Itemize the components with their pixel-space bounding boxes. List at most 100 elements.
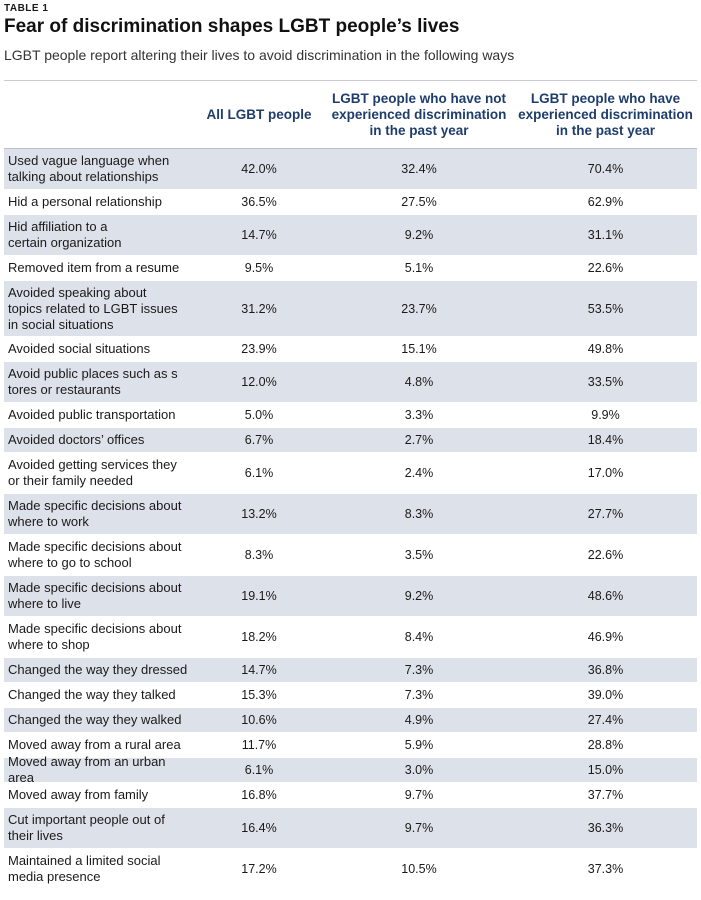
table-row: Made specific decisions about where to g… [4,535,697,576]
value-not-experienced: 9.7% [404,821,434,835]
value-all-lgbt: 17.2% [241,862,277,876]
value-experienced: 37.3% [587,862,624,876]
value-not-experienced: 2.4% [404,466,434,480]
table-row: Made specific decisions about where to l… [4,576,697,617]
table-row: Cut important people out of their lives 1… [4,808,697,849]
header-divider [4,148,697,149]
value-all-lgbt: 18.2% [241,630,277,644]
value-not-experienced: 9.2% [404,228,434,242]
value-experienced: 62.9% [587,195,624,209]
table-row: Moved away from a rural area 11.7% 5.9% 28.… [4,733,697,758]
table-row: Avoided public transportation 5.0% 3.3% 9.9… [4,403,697,428]
row-label: Changed the way they walked [8,712,182,727]
row-label: Avoided public transportation [8,407,176,422]
table-row: Made specific decisions about where to s… [4,617,697,658]
table-row: Changed the way they dressed 14.7% 7.3% 36.… [4,658,697,683]
row-label: Removed item from a resume [8,260,180,275]
table-row: Removed item from a resume 9.5% 5.1% 22.6% [4,256,697,281]
value-not-experienced: 2.7% [404,433,434,447]
value-all-lgbt: 10.6% [241,713,277,727]
value-all-lgbt: 14.7% [241,228,277,242]
row-label: Avoided doctors’ offices [8,432,145,447]
table-number-label: TABLE 1 [4,3,49,14]
value-all-lgbt: 12.0% [241,375,277,389]
table-row: Maintained a limited social media presen… [4,849,697,890]
table-row: Hid affiliation to a certain organizatio… [4,215,697,256]
table-row: Made specific decisions about where to w… [4,494,697,535]
table-row: Avoid public places such as s tores or r… [4,362,697,403]
row-label: Avoided getting services they or their f… [8,457,177,488]
value-all-lgbt: 5.0% [244,408,274,422]
row-label: Made specific decisions about where to w… [8,498,182,529]
value-all-lgbt: 6.7% [244,433,274,447]
value-experienced: 27.4% [587,713,624,727]
column-header-experienced: LGBT people who have experienced discrim… [518,91,693,138]
table-header: All LGBT people LGBT people who have not… [4,82,697,148]
value-all-lgbt: 16.4% [241,821,277,835]
value-all-lgbt: 11.7% [241,738,277,752]
table-body: Used vague language when talking about r… [4,149,697,890]
value-all-lgbt: 42.0% [241,162,277,176]
value-not-experienced: 3.3% [404,408,434,422]
table-title: Fear of discrimination shapes LGBT peopl… [4,16,460,37]
value-all-lgbt: 13.2% [241,507,277,521]
value-experienced: 49.8% [587,342,624,356]
row-label: Moved away from family [8,787,149,802]
value-all-lgbt: 8.3% [244,548,274,562]
table-subtitle: LGBT people report altering their lives … [4,47,515,63]
row-label: Made specific decisions about where to s… [8,621,182,652]
value-experienced: 18.4% [587,433,624,447]
value-all-lgbt: 19.1% [241,589,277,603]
value-not-experienced: 7.3% [404,663,434,677]
value-experienced: 48.6% [587,589,624,603]
value-all-lgbt: 14.7% [241,663,277,677]
value-not-experienced: 32.4% [401,162,437,176]
row-label: Moved away from an urban area [8,754,166,785]
value-not-experienced: 5.1% [404,261,434,275]
value-not-experienced: 5.9% [404,738,434,752]
value-all-lgbt: 9.5% [244,261,274,275]
row-label: Cut important people out of their lives [8,812,165,843]
value-experienced: 9.9% [591,408,620,422]
value-experienced: 31.1% [587,228,624,242]
value-all-lgbt: 23.9% [241,342,277,356]
column-header-not-experienced: LGBT people who have not experienced dis… [331,91,507,138]
value-experienced: 28.8% [587,738,624,752]
table-row: Used vague language when talking about r… [4,149,697,190]
value-experienced: 70.4% [587,162,624,176]
value-not-experienced: 3.0% [404,763,434,777]
value-all-lgbt: 6.1% [244,763,274,777]
value-experienced: 36.3% [587,821,624,835]
value-all-lgbt: 15.3% [241,688,277,702]
table-row: Moved away from an urban area 6.1% 3.0% 15.… [4,754,697,785]
value-not-experienced: 15.1% [401,342,437,356]
value-experienced: 22.6% [587,261,624,275]
row-label: Hid a personal relationship [8,194,162,209]
column-header-all-lgbt: All LGBT people [206,107,312,122]
table-row: Avoided social situations 23.9% 15.1% 49.8% [4,337,697,362]
value-not-experienced: 27.5% [401,195,437,209]
value-not-experienced: 23.7% [401,301,437,316]
table-row: Avoided doctors’ offices 6.7% 2.7% 18.4% [4,428,697,453]
value-not-experienced: 10.5% [401,862,437,876]
value-all-lgbt: 36.5% [241,195,277,209]
row-label: Made specific decisions about where to l… [8,580,182,611]
title-divider [4,80,697,81]
table-row: Moved away from family 16.8% 9.7% 37.7% [4,783,697,808]
value-all-lgbt: 31.2% [241,301,277,316]
table-row: Avoided speaking about topics related to… [4,281,697,337]
value-all-lgbt: 16.8% [241,788,277,802]
value-experienced: 53.5% [587,301,624,316]
value-experienced: 37.7% [587,788,624,802]
value-experienced: 46.9% [587,630,624,644]
value-not-experienced: 9.7% [404,788,434,802]
value-not-experienced: 9.2% [404,589,434,603]
row-label: Changed the way they dressed [8,662,188,677]
row-label: Hid affiliation to a certain organizatio… [8,219,122,250]
value-experienced: 22.6% [587,548,624,562]
value-not-experienced: 7.3% [404,688,434,702]
value-all-lgbt: 6.1% [244,466,274,480]
value-not-experienced: 8.3% [404,507,434,521]
value-experienced: 36.8% [587,663,624,677]
value-experienced: 15.0% [587,763,624,777]
